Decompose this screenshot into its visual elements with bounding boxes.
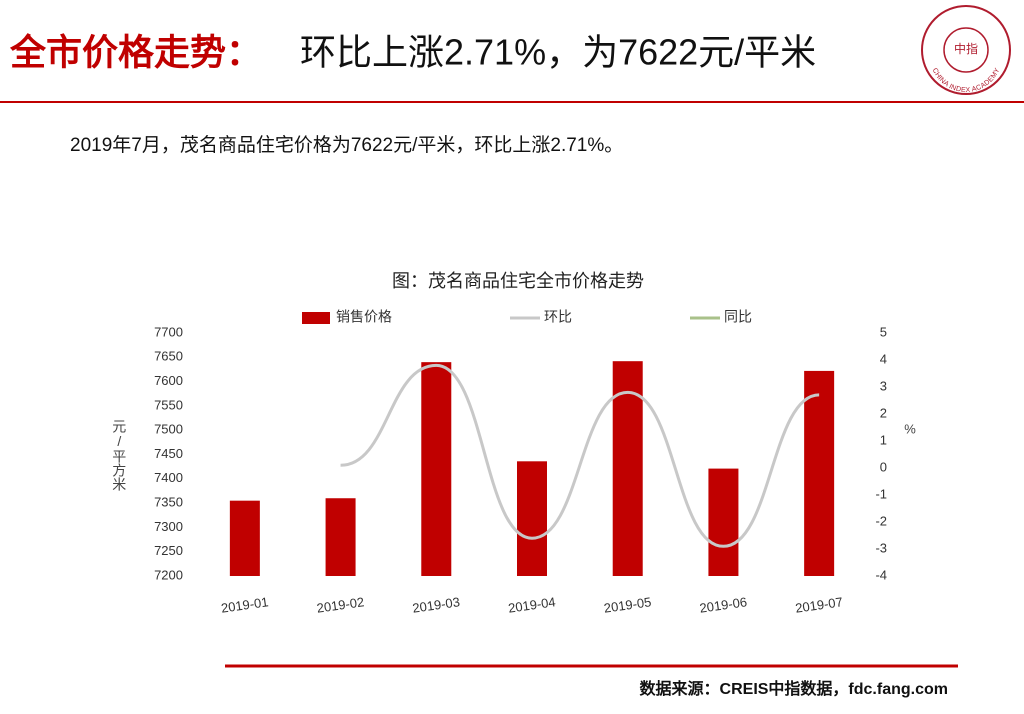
- bar: [325, 498, 356, 576]
- bar: [229, 500, 260, 576]
- logo-inner: [943, 27, 989, 73]
- line: [340, 363, 820, 548]
- y2-tick-label: -1: [875, 486, 887, 501]
- y2-tick-label: 5: [880, 324, 887, 339]
- y2-tick-label: -4: [875, 567, 887, 582]
- y-tick-label: 7250: [154, 543, 183, 558]
- y-axis-label: 元/平方米: [111, 419, 127, 491]
- title-lead: 全市价格走势：: [9, 32, 262, 73]
- y-tick-label: 7300: [154, 519, 183, 534]
- legend-label: 同比: [724, 309, 752, 325]
- y-tick-label: 7350: [154, 495, 183, 510]
- legend-swatch: [302, 312, 330, 324]
- logo-ring: [921, 5, 1011, 95]
- source: 数据来源：CREIS中指数据，fdc.fang.com: [640, 679, 948, 698]
- x-tick-label: 2019-04: [507, 594, 556, 615]
- y2-tick-label: 2: [880, 405, 887, 420]
- y2-tick-label: 4: [880, 351, 887, 366]
- legend-label: 环比: [544, 309, 572, 325]
- y-tick-label: 7450: [154, 446, 183, 461]
- y-tick-label: 7700: [154, 324, 183, 339]
- y2-tick-label: 1: [880, 432, 887, 447]
- y-tick-label: 7650: [154, 349, 183, 364]
- bar: [421, 362, 452, 576]
- bar: [708, 468, 739, 576]
- title-rest: 环比上涨2.71%，为7622元/平米: [300, 32, 816, 73]
- y2-tick-label: -2: [875, 513, 887, 528]
- y2-tick-label: -3: [875, 540, 887, 555]
- logo: 中指 CHINA INDEX ACADEMY: [921, 5, 1011, 95]
- y-tick-label: 7400: [154, 470, 183, 485]
- y-tick-label: 7600: [154, 373, 183, 388]
- x-tick-label: 2019-06: [699, 594, 748, 615]
- x-tick-label: 2019-03: [411, 594, 460, 615]
- bar: [612, 361, 643, 576]
- y-tick-label: 7550: [154, 397, 183, 412]
- bar: [517, 461, 547, 576]
- y2-tick-label: 3: [880, 378, 887, 393]
- bar: [804, 370, 835, 576]
- summary: 2019年7月，茂名商品住宅价格为7622元/平米，环比上涨2.71%。: [70, 134, 623, 156]
- x-tick-label: 2019-05: [603, 594, 652, 615]
- logo-ring-text: CHINA INDEX ACADEMY: [931, 67, 1001, 94]
- y2-tick-label: 0: [880, 459, 887, 474]
- y-tick-label: 7200: [154, 567, 183, 582]
- chart-title: 图：茂名商品住宅全市价格走势: [392, 271, 644, 291]
- y2-axis-label: %: [904, 421, 916, 436]
- y-tick-label: 7500: [154, 422, 183, 437]
- x-tick-label: 2019-02: [316, 594, 365, 615]
- logo-center: 中指: [954, 41, 978, 56]
- legend-label: 销售价格: [336, 309, 392, 325]
- logo-ring-label: CHINA INDEX ACADEMY: [931, 67, 1001, 94]
- x-tick-label: 2019-07: [794, 594, 843, 615]
- x-tick-label: 2019-01: [220, 594, 269, 615]
